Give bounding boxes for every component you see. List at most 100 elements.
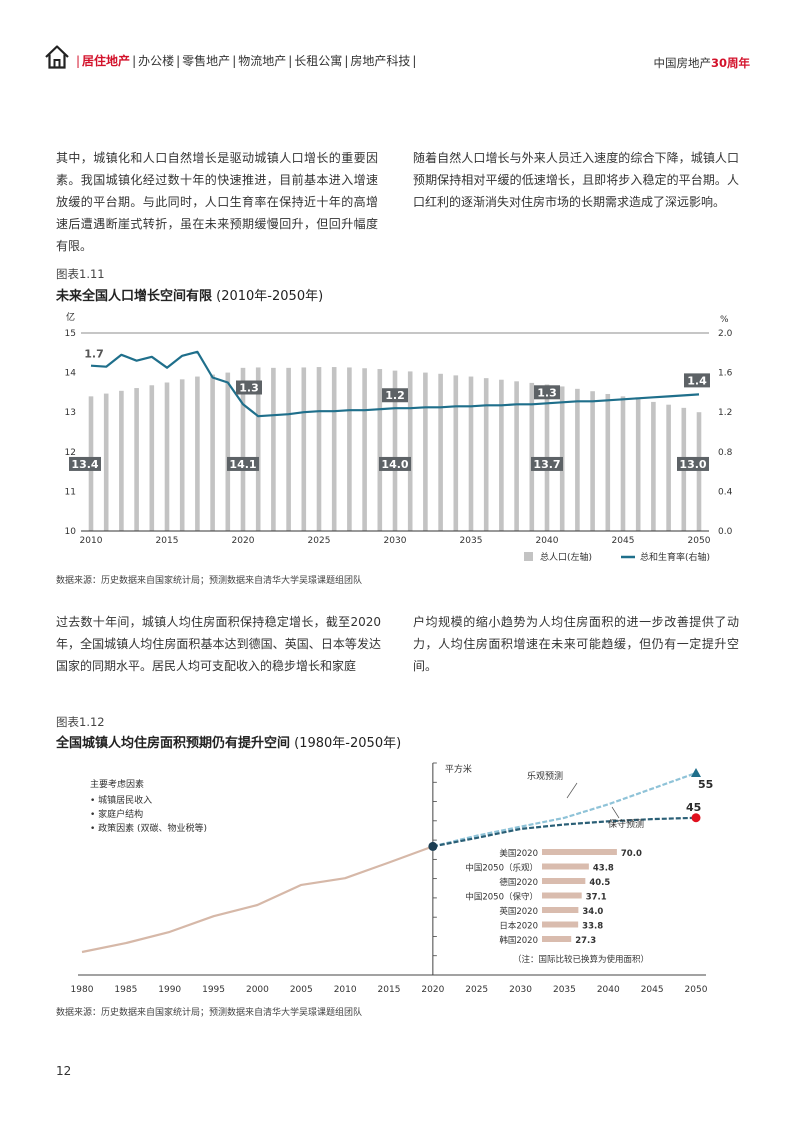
- figure-1-title: 未来全国人口增长空间有限 (2010年-2050年): [56, 285, 323, 304]
- x-tick-label: 1995: [202, 985, 225, 995]
- y-right-tick-label: 0.0: [718, 527, 733, 537]
- optimistic-end-marker: [691, 768, 701, 777]
- comparison-bar: [542, 849, 617, 855]
- population-bar: [149, 385, 155, 531]
- optimistic-callout-line: [566, 782, 578, 799]
- home-icon: [45, 45, 69, 69]
- nav-separator: |: [176, 54, 181, 68]
- population-label-box: [379, 456, 411, 471]
- population-bar: [392, 370, 398, 531]
- x-tick-label: 2050: [688, 536, 711, 546]
- nav-separator: |: [232, 54, 237, 68]
- x-tick-label: 2015: [156, 536, 179, 546]
- population-chart: 10 11 12 13 14 15 0.0 0.4 0.8 1.2 1.6 2.0 亿 % 2010 2015…: [65, 311, 733, 563]
- nav-separator: |: [412, 54, 417, 68]
- nav-item[interactable]: 零售地产: [182, 54, 231, 68]
- population-data-label: 14.0: [381, 458, 408, 471]
- population-bar: [377, 369, 383, 531]
- population-bar: [651, 401, 656, 531]
- conservative-end-label: 45: [686, 801, 701, 814]
- population-bar: [195, 376, 200, 531]
- y-left-tick-label: 14: [65, 369, 77, 379]
- x-tick-label: 2000: [246, 985, 269, 995]
- population-data-label: 13.7: [533, 458, 560, 471]
- population-bar: [347, 367, 352, 531]
- x-tick-label: 1990: [158, 985, 181, 995]
- comparison-bar: [542, 863, 589, 870]
- comparison-bar: [542, 892, 582, 899]
- conservative-label: 保守预测: [608, 818, 644, 830]
- figure-2-source: 数据来源：历史数据来自国家统计局；预测数据来自清华大学吴璟课题组团队: [56, 1008, 363, 1018]
- population-bar: [316, 367, 322, 531]
- factor-item: • 政策因素 (双碳、物业税等): [90, 822, 207, 834]
- population-bar: [666, 404, 671, 531]
- population-bar: [164, 382, 170, 531]
- paragraph-1-left: 其中，城镇化和人口自然增长是驱动城镇人口增长的重要因素。我国城镇化经过数十年的快…: [56, 151, 378, 253]
- optimistic-end-label: 55: [698, 778, 713, 791]
- population-bar: [103, 393, 109, 531]
- y-right-tick-label: 0.8: [718, 448, 733, 458]
- y-right-tick-label: 1.6: [718, 369, 733, 379]
- paragraph-1-right: 随着自然人口增长与外来人员迁入速度的综合下降，城镇人口预期保持相对平缓的低速增长…: [413, 151, 739, 209]
- population-data-label: 13.0: [679, 458, 706, 471]
- fertility-data-label: 1.3: [537, 386, 557, 399]
- x-tick-label: 2020: [421, 985, 444, 995]
- figure-1-number: 图表1.11: [56, 267, 105, 281]
- population-bar: [468, 376, 474, 531]
- population-bar: [635, 399, 641, 531]
- population-bar: [696, 412, 702, 531]
- fertility-line: [90, 350, 700, 418]
- comparison-label: 中国2050（保守）: [465, 892, 538, 903]
- nav-item[interactable]: 办公楼: [138, 54, 175, 68]
- population-bar: [286, 367, 291, 531]
- population-bar: [179, 379, 185, 531]
- x-tick-label: 1985: [114, 985, 137, 995]
- conservative-end-marker: [691, 813, 701, 823]
- fertility-label-box: [684, 373, 710, 388]
- nav-item[interactable]: 房地产科技: [350, 54, 411, 68]
- fertility-label-box: [236, 380, 262, 395]
- nav-item[interactable]: 物流地产: [238, 54, 287, 68]
- paragraph-2-right: 户均规模的缩小趋势为人均住房面积的进一步改善提供了动力，人均住房面积增速在未来可…: [413, 615, 739, 673]
- x-tick-label: 2040: [597, 985, 620, 995]
- population-bar: [590, 391, 595, 531]
- x-tick-label: 2010: [334, 985, 357, 995]
- y-left-tick-label: 10: [65, 527, 77, 537]
- fertility-label-box: [534, 385, 560, 400]
- nav-separator: |: [288, 54, 293, 68]
- population-label-box: [677, 456, 709, 471]
- x-tick-label: 2015: [378, 985, 401, 995]
- page-number: 12: [56, 1064, 72, 1078]
- population-bar: [483, 378, 489, 531]
- population-bar: [499, 379, 504, 531]
- comparison-bar: [542, 921, 579, 928]
- population-bar: [605, 393, 611, 531]
- population-bar: [407, 371, 413, 531]
- population-data-label: 13.4: [71, 458, 98, 471]
- population-bar: [362, 368, 367, 531]
- nav-separator: |: [76, 54, 81, 68]
- x-tick-label: 2035: [460, 536, 483, 546]
- comparison-value: 34.0: [582, 907, 603, 917]
- y-left-tick-label: 12: [65, 448, 76, 458]
- population-label-box: [531, 456, 563, 471]
- nav-item[interactable]: 居住地产: [82, 54, 131, 68]
- population-bar: [514, 381, 519, 531]
- comparison-value: 33.8: [582, 922, 603, 932]
- population-bar: [620, 396, 626, 531]
- comparison-label: 中国2050（乐观）: [465, 863, 538, 874]
- factors-title: 主要考虑因素: [90, 778, 144, 790]
- optimistic-line: [432, 771, 697, 848]
- fertility-data-label: 1.7: [84, 348, 104, 361]
- x-tick-label: 2020: [232, 536, 255, 546]
- conservative-line: [432, 816, 697, 848]
- x-tick-label: 2025: [308, 536, 331, 546]
- page-header: | 居住地产 | 办公楼 | 零售地产 | 物流地产 | 长租公寓 | 房地产科技 | 中国房地产30周…: [44, 44, 750, 74]
- comparison-bar: [542, 936, 572, 942]
- x-tick-label: 2010: [80, 536, 103, 546]
- population-bar: [438, 373, 443, 531]
- comparison-label: 日本2020: [499, 921, 538, 932]
- population-bar: [210, 374, 215, 531]
- nav-item[interactable]: 长租公寓: [294, 54, 343, 68]
- figure-1-title-range: (2010年-2050年): [216, 289, 324, 304]
